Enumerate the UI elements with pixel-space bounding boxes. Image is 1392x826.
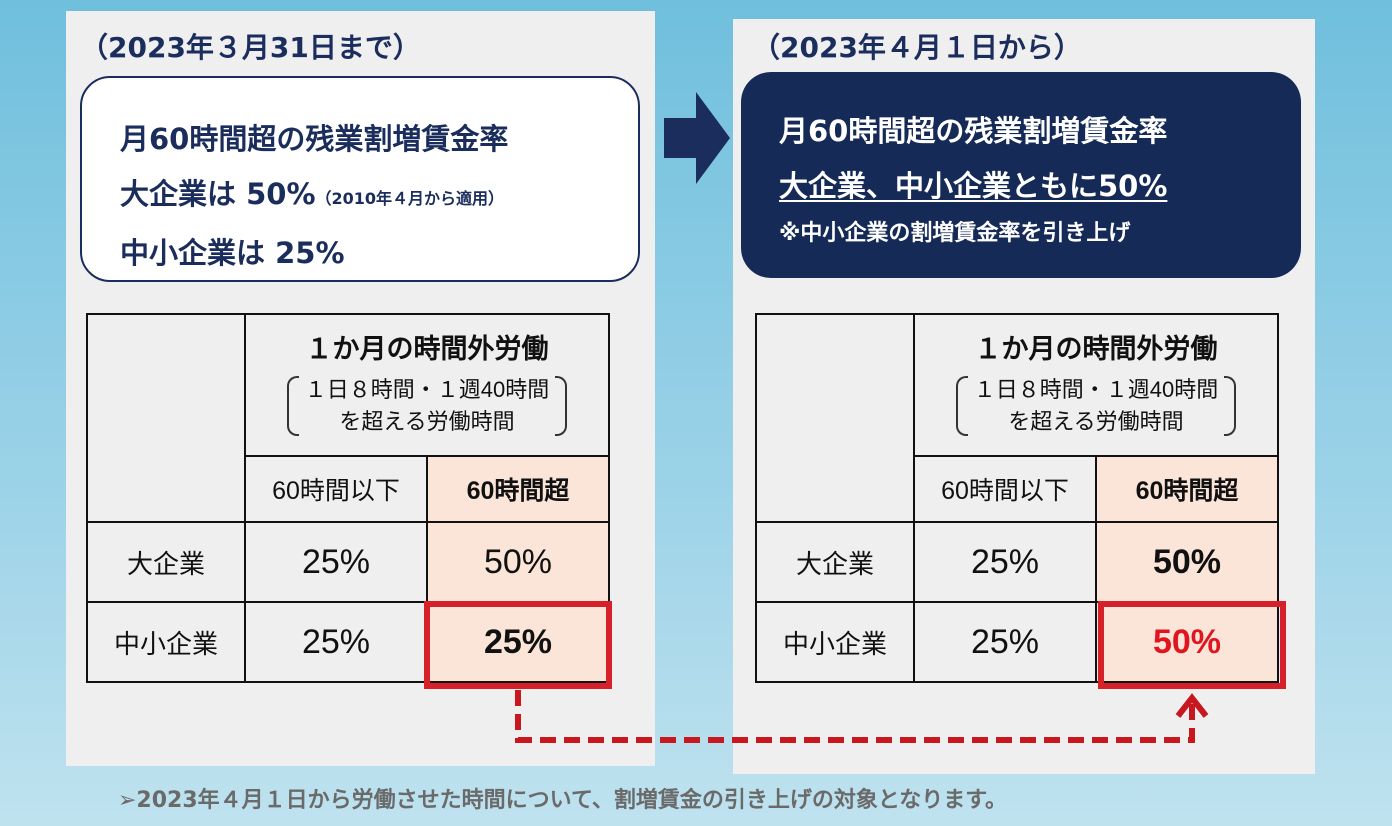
- left-summary-box: 月60時間超の残業割増賃金率 大企業は 50%（2010年４月から適用） 中小企…: [80, 76, 640, 282]
- table-corner-cell: [755, 313, 915, 523]
- left-summary-line1: 月60時間超の残業割増賃金率: [120, 122, 509, 156]
- table-corner-cell: [86, 313, 246, 523]
- left-summary-line2: 大企業は 50%（2010年４月から適用）: [120, 167, 638, 226]
- left-rate-table: １か月の時間外労働 １日８時間・１週40時間 を超える労働時間 60時間以下 6…: [86, 313, 610, 683]
- right-arrow-icon: [664, 92, 730, 184]
- right-period-heading: （2023年４月１日から）: [752, 31, 1082, 64]
- right-highlight-box: [1098, 601, 1286, 689]
- col-header-under-60: 60時間以下: [913, 455, 1097, 523]
- left-summary-large-company: 大企業は 50%: [120, 177, 316, 211]
- table-header-sub2: を超える労働時間: [1008, 408, 1184, 434]
- table-header-subtitle: １日８時間・１週40時間 を超える労働時間: [955, 374, 1237, 438]
- table-header-sub1: １日８時間・１週40時間: [973, 376, 1219, 402]
- right-summary-line1: 月60時間超の残業割増賃金率: [779, 114, 1168, 148]
- cell-sme-over: 25%: [426, 601, 610, 683]
- table-header-subtitle: １日８時間・１週40時間 を超える労働時間: [286, 374, 568, 438]
- row-label-sme: 中小企業: [86, 601, 246, 683]
- table-row: 大企業 25% 50%: [86, 521, 610, 603]
- table-row: 大企業 25% 50%: [755, 521, 1279, 603]
- cell-large-over: 50%: [1095, 521, 1279, 603]
- left-period-heading: （2023年３月31日まで）: [80, 31, 421, 64]
- table-header-cell: １か月の時間外労働 １日８時間・１週40時間 を超える労働時間: [913, 313, 1279, 457]
- col-header-over-60: 60時間超: [426, 455, 610, 523]
- col-header-over-60: 60時間超: [1095, 455, 1279, 523]
- cell-sme-over: 50%: [1095, 601, 1279, 683]
- table-row: 中小企業 25% 50%: [755, 601, 1279, 683]
- cell-sme-under: 25%: [244, 601, 428, 683]
- table-header-cell: １か月の時間外労働 １日８時間・１週40時間 を超える労働時間: [244, 313, 610, 457]
- right-rate-table: １か月の時間外労働 １日８時間・１週40時間 を超える労働時間 60時間以下 6…: [755, 313, 1279, 683]
- table-header-title: １か月の時間外労働: [974, 333, 1218, 364]
- right-summary-line2: 大企業、中小企業ともに50%: [779, 169, 1168, 203]
- table-row: 中小企業 25% 25%: [86, 601, 610, 683]
- row-label-sme: 中小企業: [755, 601, 915, 683]
- footer-note: ➢2023年４月１日から労働させた時間について、割増賃金の引き上げの対象となりま…: [118, 788, 1008, 813]
- right-summary-box: 月60時間超の残業割増賃金率 大企業、中小企業ともに50% ※中小企業の割増賃金…: [741, 72, 1301, 278]
- row-label-large-company: 大企業: [755, 521, 915, 603]
- cell-large-over: 50%: [426, 521, 610, 603]
- cell-large-under: 25%: [913, 521, 1097, 603]
- left-summary-line3: 中小企業は 25%: [120, 236, 345, 270]
- right-summary-note: ※中小企業の割増賃金率を引き上げ: [779, 221, 1131, 246]
- table-header-sub1: １日８時間・１週40時間: [304, 376, 550, 402]
- col-header-under-60: 60時間以下: [244, 455, 428, 523]
- row-label-large-company: 大企業: [86, 521, 246, 603]
- table-header-title: １か月の時間外労働: [305, 333, 549, 364]
- table-header-sub2: を超える労働時間: [339, 408, 515, 434]
- cell-large-under: 25%: [244, 521, 428, 603]
- left-highlight-box: [424, 601, 612, 689]
- cell-sme-under: 25%: [913, 601, 1097, 683]
- left-summary-note: （2010年４月から適用）: [315, 189, 505, 208]
